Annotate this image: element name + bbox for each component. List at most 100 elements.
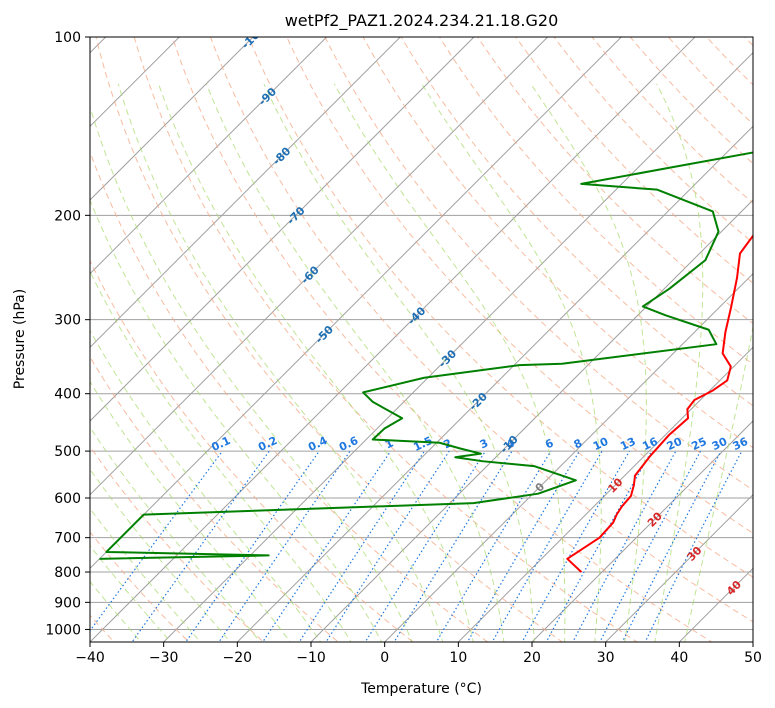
mixing-ratio-line [466,450,580,642]
chart-title: wetPf2_PAZ1.2024.234.21.18.G20 [285,11,559,31]
dry-adiabat [90,150,489,642]
y-tick-label: 800 [54,565,81,581]
y-tick-label: 100 [54,30,81,46]
moist-adiabat [421,83,602,642]
moist-adiabat [205,83,505,642]
isotherm [90,37,402,349]
moist-adiabat [90,426,261,642]
dry-adiabat [438,37,753,366]
moist-adiabat [117,83,444,642]
isotherm [0,10,59,654]
dry-adiabat [667,37,753,125]
dry-adiabat [90,259,414,642]
moist-adiabats [90,83,753,642]
temperature-profile [566,234,753,573]
mixing-ratio-label: 36 [731,435,751,453]
y-axis: 100 200 300 400 500 600 700 800 900 1000 [45,30,90,638]
profiles [99,151,753,573]
y-tick-label: 200 [54,208,81,224]
x-tick-label: −10 [296,650,326,666]
mixing-ratio-line [131,450,270,642]
dry-adiabat [248,37,753,578]
mixing-ratio-lines [90,450,743,642]
mixing-ratio-line [644,450,743,642]
isotherm [90,37,696,642]
mixing-ratio-label: 16 [640,435,660,453]
dry-adiabat [133,37,638,642]
mixing-ratio-line [298,450,425,642]
moist-adiabat [90,105,413,642]
moist-adiabat [90,580,142,642]
y-tick-label: 500 [54,444,81,460]
y-tick-label: 700 [54,531,81,547]
x-tick-label: 20 [523,650,541,666]
mixing-ratio-line [545,450,653,642]
mixing-ratio-label: 10 [591,435,611,453]
mixing-ratio-label: 25 [689,435,708,453]
mixing-ratio-line [435,450,552,642]
x-tick-label: 0 [380,650,389,666]
x-axis: −40 −30 −20 −10 0 10 20 30 40 50 [75,642,762,666]
mixing-ratio-label: 20 [665,435,685,453]
moist-adiabat [684,324,753,642]
moist-adiabat [654,83,704,642]
plot-background [90,37,753,642]
x-tick-label: −20 [223,650,253,666]
dry-adiabat [324,37,753,491]
isotherm [90,37,549,496]
y-tick-label: 900 [54,595,81,611]
mixing-ratio-line [185,450,320,642]
plot-area [90,37,753,642]
x-axis-label: Temperature (°C) [360,681,482,697]
isotherm [162,51,753,642]
moist-adiabat [90,544,172,642]
skewed-isotherms [0,10,753,654]
y-tick-label: 1000 [45,622,81,638]
moist-adiabat [90,468,231,642]
isotherm [383,272,753,642]
dry-adiabat [90,445,265,642]
isotherm [236,125,753,642]
isotherm [531,420,753,642]
moist-adiabat [90,380,291,642]
mixing-ratio-label: 30 [710,435,730,453]
mixing-ratio-label: 13 [618,435,637,453]
isotherm [90,37,475,422]
x-tick-label: 30 [597,650,615,666]
isotherm [90,37,328,275]
mixing-ratio-line [262,450,392,642]
dry-adiabat [477,37,753,325]
x-tick-label: 40 [670,650,688,666]
isotherm [310,199,753,642]
moist-adiabat [333,83,566,642]
y-axis-label: Pressure (hPa) [12,289,28,389]
isotherm [604,493,753,642]
mixing-ratio-line [218,450,351,642]
y-tick-label: 600 [54,491,81,507]
dry-adiabat [95,37,564,642]
dry-adiabat [756,10,775,654]
dry-adiabats [90,10,775,654]
x-tick-label: −30 [149,650,179,666]
moist-adiabat [90,329,322,642]
moist-adiabat [530,83,647,642]
mixing-ratio-line [325,450,450,642]
pressure-gridlines [90,37,753,630]
dry-adiabat [171,37,713,642]
moist-adiabat [263,83,535,642]
y-tick-label: 300 [54,313,81,329]
plot-frame [89,36,754,643]
mixing-ratio-line [491,450,603,642]
x-tick-label: 50 [744,650,762,666]
isotherm [90,37,181,128]
moist-adiabat [158,83,474,642]
isotherm [457,346,753,642]
moist-adiabat [90,270,352,642]
x-tick-label: −40 [75,650,105,666]
moist-adiabat [90,198,383,642]
moist-adiabat [90,507,202,642]
dry-adiabat [362,37,753,449]
x-tick-label: 10 [449,650,467,666]
dewpoint-profile [99,151,753,560]
